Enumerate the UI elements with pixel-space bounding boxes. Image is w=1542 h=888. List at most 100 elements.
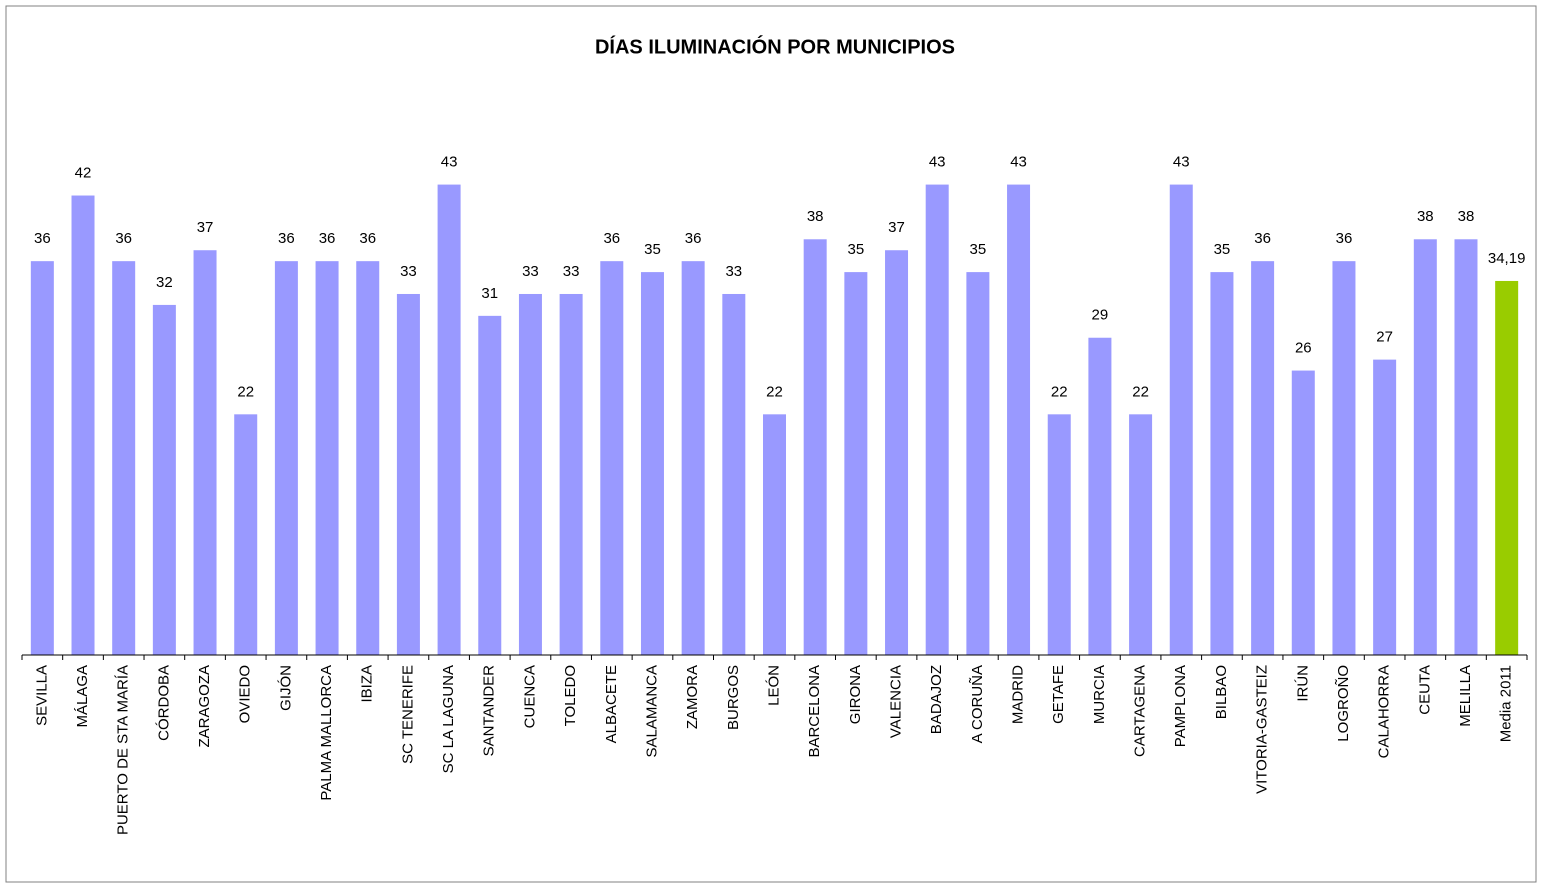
data-label: 35 xyxy=(1214,241,1231,258)
x-tick-label: CEUTA xyxy=(1416,665,1433,715)
bar xyxy=(1373,359,1397,655)
data-label: 38 xyxy=(1458,208,1475,225)
bar xyxy=(1291,370,1315,655)
bar xyxy=(1047,414,1071,655)
bar xyxy=(396,293,420,655)
chart-title: DÍAS ILUMINACIÓN POR MUNICIPIOS xyxy=(595,34,955,58)
x-tick-label: GETAFE xyxy=(1050,665,1067,724)
x-tick-label: VALENCIA xyxy=(887,665,904,738)
data-label: 42 xyxy=(75,164,92,181)
bar xyxy=(763,414,786,655)
data-label: 29 xyxy=(1092,307,1109,324)
data-label: 36 xyxy=(603,230,620,247)
bar xyxy=(640,272,664,655)
bar xyxy=(1454,239,1478,655)
x-tick-label: VITORIA-GASTEIZ xyxy=(1254,665,1271,794)
data-label: 38 xyxy=(807,208,824,225)
x-tick-label: BURGOS xyxy=(725,665,742,730)
bar xyxy=(437,184,461,655)
x-tick-label: MURCIA xyxy=(1091,665,1108,724)
data-label: 36 xyxy=(319,230,336,247)
x-tick-label: ZARAGOZA xyxy=(196,665,213,748)
data-label: 35 xyxy=(970,241,987,258)
data-label: 22 xyxy=(1051,383,1068,400)
data-label: 22 xyxy=(1132,383,1149,400)
data-label: 37 xyxy=(888,219,905,236)
bar xyxy=(1413,239,1437,655)
bar xyxy=(966,272,990,655)
bar xyxy=(803,239,827,655)
bar xyxy=(193,250,217,655)
bar xyxy=(30,261,54,655)
x-tick-label: GIRONA xyxy=(847,665,864,724)
x-tick-label: ZAMORA xyxy=(684,665,701,729)
bar xyxy=(518,293,542,655)
bar xyxy=(1007,184,1031,655)
data-label: 22 xyxy=(766,383,783,400)
data-label: 36 xyxy=(1336,230,1353,247)
x-tick-label: A CORUÑA xyxy=(969,665,986,743)
x-tick-label: MELILLA xyxy=(1457,665,1474,727)
bar xyxy=(722,293,746,655)
data-label: 43 xyxy=(441,154,458,171)
x-tick-label: OVIEDO xyxy=(237,665,254,723)
x-tick-label: PAMPLONA xyxy=(1172,665,1189,747)
data-label: 27 xyxy=(1376,329,1393,346)
bar xyxy=(559,293,583,655)
data-label: 33 xyxy=(725,263,742,280)
bar xyxy=(274,261,298,655)
bar xyxy=(1495,280,1519,655)
bar xyxy=(1169,184,1193,655)
x-tick-label: SC LA LAGUNA xyxy=(440,665,457,773)
bar xyxy=(1088,337,1112,655)
x-tick-label: BADAJOZ xyxy=(928,665,945,734)
bar xyxy=(234,414,258,655)
x-tick-label: IRÚN xyxy=(1294,665,1311,702)
data-label: 26 xyxy=(1295,340,1312,357)
data-label: 22 xyxy=(237,383,254,400)
bar xyxy=(844,272,868,655)
x-tick-label: ALBACETE xyxy=(603,665,620,743)
x-tick-label: CALAHORRA xyxy=(1376,665,1393,758)
x-tick-label: TOLEDO xyxy=(562,665,579,726)
data-label: 36 xyxy=(115,230,132,247)
x-tick-label: LEÓN xyxy=(765,665,782,706)
x-tick-label: Media 2011 xyxy=(1498,665,1515,742)
bar xyxy=(71,195,95,655)
data-label: 36 xyxy=(359,230,376,247)
bar xyxy=(315,261,339,655)
data-label: 34,19 xyxy=(1488,250,1526,267)
bar xyxy=(1210,272,1234,655)
x-tick-label: CUENCA xyxy=(521,665,538,728)
data-label: 37 xyxy=(197,219,214,236)
x-tick-label: SC TENERIFE xyxy=(399,665,416,764)
x-tick-label: SALAMANCA xyxy=(643,665,660,758)
data-label: 36 xyxy=(278,230,295,247)
x-tick-label: BILBAO xyxy=(1213,665,1230,719)
data-label: 43 xyxy=(1010,154,1027,171)
data-label: 36 xyxy=(685,230,702,247)
x-tick-label: SEVILLA xyxy=(33,665,50,726)
data-label: 33 xyxy=(563,263,580,280)
x-tick-label: CÓRDOBA xyxy=(155,665,172,741)
bar xyxy=(152,304,176,655)
data-label: 43 xyxy=(929,154,946,171)
data-label: 43 xyxy=(1173,154,1190,171)
x-tick-label: GIJÓN xyxy=(277,665,294,711)
x-tick-label: BARCELONA xyxy=(806,665,823,758)
bar xyxy=(356,261,380,655)
bar xyxy=(681,261,705,655)
data-label: 33 xyxy=(522,263,539,280)
data-label: 36 xyxy=(34,230,51,247)
data-label: 38 xyxy=(1417,208,1434,225)
data-label: 32 xyxy=(156,274,173,291)
bar xyxy=(885,250,909,655)
bar xyxy=(1251,261,1275,655)
x-tick-label: MÁLAGA xyxy=(74,665,91,728)
data-label: 31 xyxy=(481,285,498,302)
data-label: 35 xyxy=(644,241,661,258)
bar xyxy=(925,184,949,655)
x-tick-label: SANTANDER xyxy=(481,665,498,757)
data-label: 33 xyxy=(400,263,417,280)
